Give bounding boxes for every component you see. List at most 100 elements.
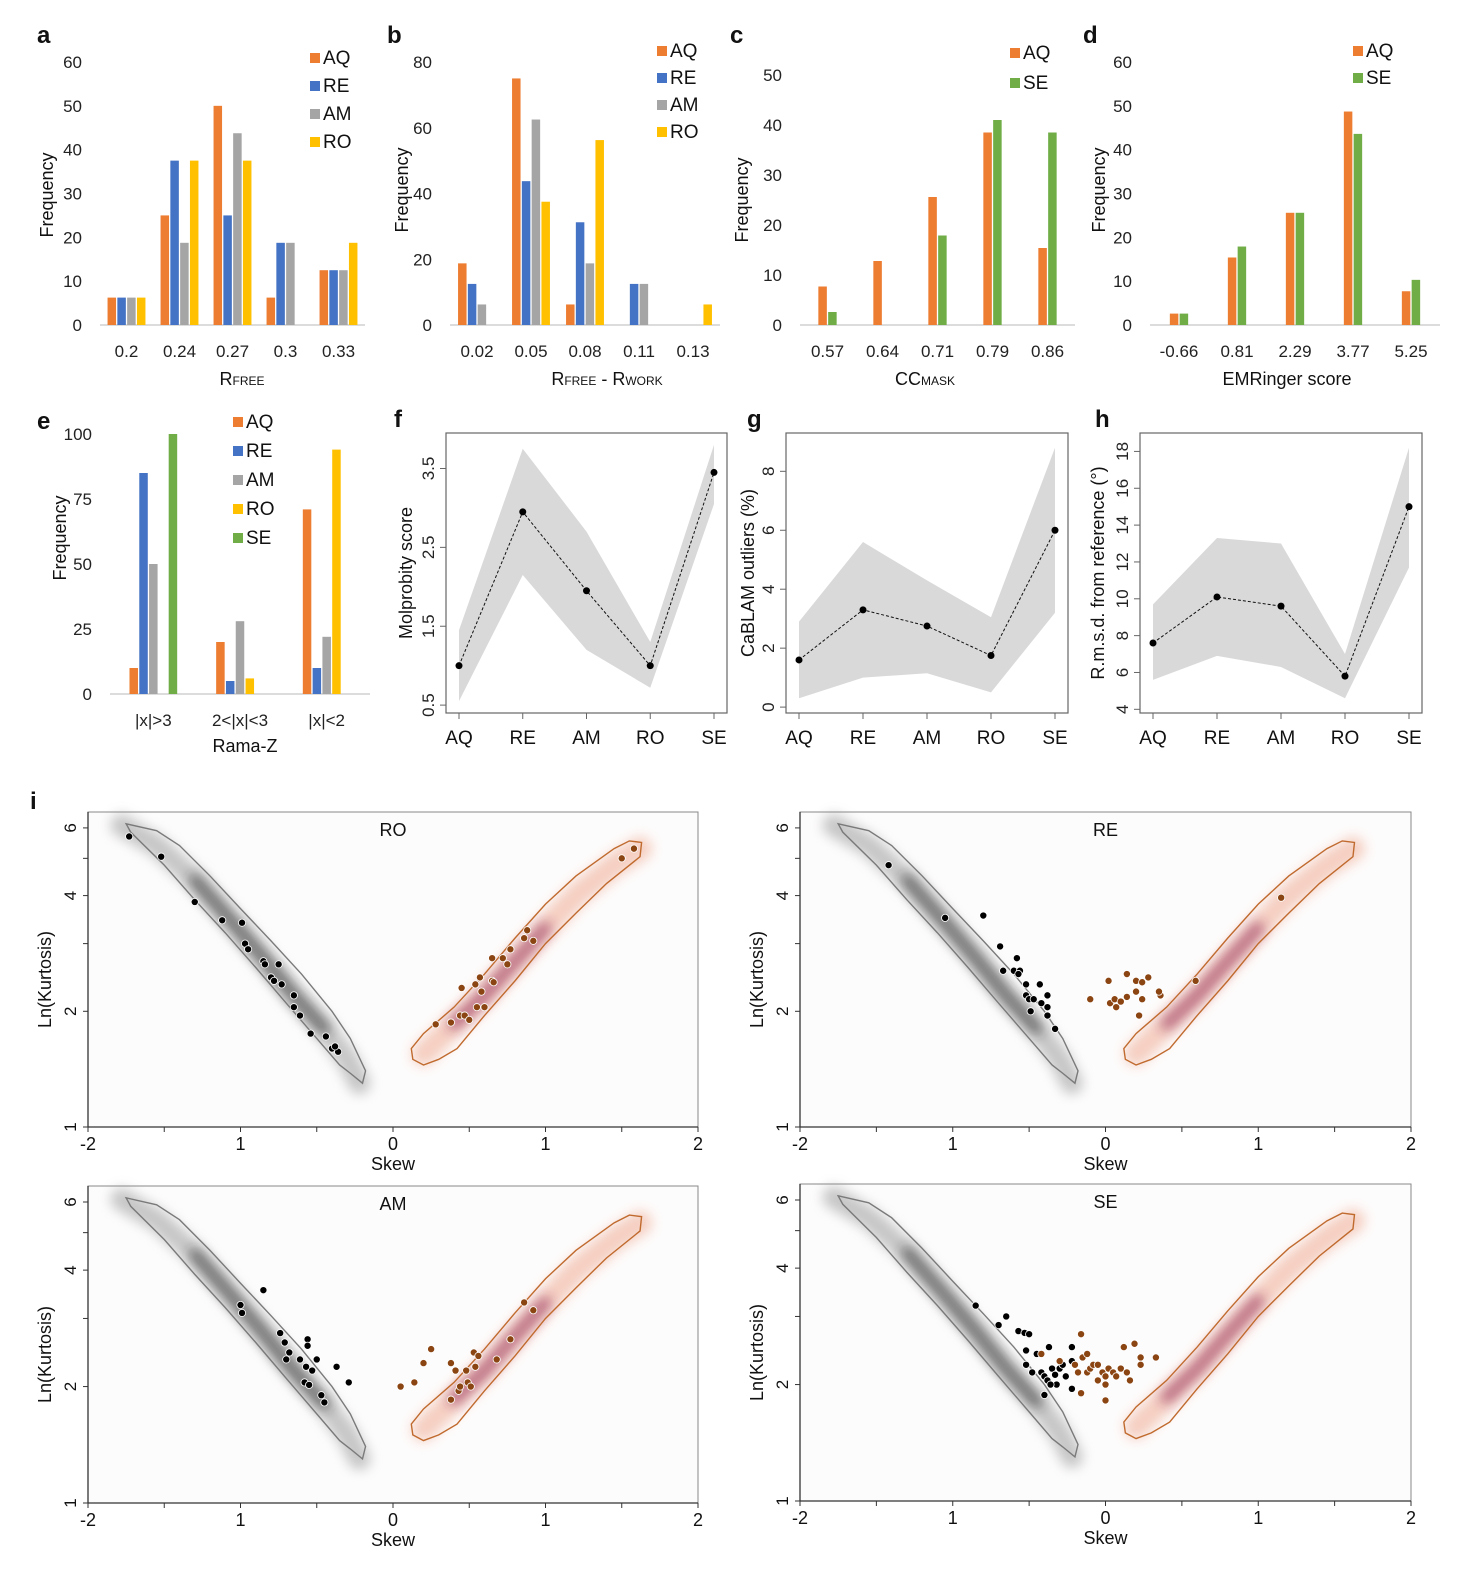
bar-se: [1237, 246, 1247, 325]
structure-point-positive: [462, 1366, 471, 1375]
y-tick-label: 75: [73, 490, 92, 509]
structure-point-positive: [1122, 992, 1131, 1001]
y-tick-label: 1.5: [419, 614, 438, 638]
bar-ro: [332, 449, 341, 694]
legend-swatch-se: [233, 533, 243, 543]
x-tick-label: 0: [1100, 1134, 1110, 1154]
structure-point-positive: [471, 980, 480, 989]
structure-point-negative: [280, 1338, 289, 1347]
density-core-positive-skew: [1160, 1294, 1265, 1404]
x-tick-label: 0: [388, 1510, 398, 1530]
structure-point-positive: [1277, 893, 1286, 902]
bar-re: [312, 668, 322, 694]
x-tick-label: -0.66: [1160, 342, 1199, 361]
legend-swatch-re: [310, 81, 320, 91]
x-tick-label: 0.11: [623, 342, 655, 361]
panel-h: h 4 6 8 10 12 14 16 18 AQ RE AM RO SE R.m.s.d. from r…: [1080, 400, 1458, 770]
bar-aq: [107, 297, 117, 325]
data-point-se: [710, 468, 718, 476]
structure-point-positive: [1055, 1357, 1064, 1366]
bar-aq: [213, 105, 223, 325]
panel-c: c 0 10 20 30 40 50 0.57 0.64 0.71 0.79 0.86 AQ SE Fre…: [725, 0, 1085, 400]
structure-point-negative: [295, 1011, 304, 1020]
y-tick-label: 6: [773, 1195, 792, 1204]
bar-se: [993, 120, 1002, 325]
structure-point-negative: [994, 1321, 1003, 1330]
bar-aq: [319, 270, 329, 325]
structure-point-positive: [457, 983, 466, 992]
x-tick-label: 0.86: [1031, 342, 1064, 361]
structure-point-positive: [1136, 1360, 1145, 1369]
x-tick-label: AM: [1267, 728, 1296, 749]
y-axis-label: Frequency: [37, 152, 57, 237]
mean-line: [1152, 506, 1410, 678]
contour-negative-skew: [836, 822, 1079, 1085]
structure-point-negative: [236, 1301, 245, 1310]
x-tick-label: 0.27: [216, 342, 249, 361]
structure-point-positive: [1122, 1368, 1131, 1377]
y-tick-label: 2: [773, 1007, 792, 1016]
structure-point-positive: [617, 854, 626, 863]
y-tick-label: 30: [1113, 185, 1132, 204]
structure-point-positive: [1116, 1364, 1125, 1373]
structure-point-positive: [446, 1395, 455, 1404]
structure-point-positive: [1136, 1353, 1145, 1362]
legend-label: AQ: [1366, 41, 1393, 62]
bar-aq: [928, 197, 937, 325]
structure-point-negative: [1061, 1372, 1070, 1381]
y-tick-label: 0: [773, 316, 782, 335]
x-tick-label: AM: [572, 728, 601, 749]
data-point-se: [1051, 526, 1059, 534]
panel-label-h: h: [1095, 406, 1110, 433]
structure-point-negative: [274, 960, 283, 969]
panel-title: SE: [1093, 1192, 1117, 1212]
structure-point-positive: [489, 978, 498, 987]
bar-am: [127, 297, 136, 325]
x-tick-label: 0: [1100, 1508, 1110, 1528]
bar-aq: [1227, 257, 1237, 325]
structure-point-negative: [941, 913, 950, 922]
legend-swatch-se: [1353, 73, 1363, 83]
x-tick-label: 1: [948, 1134, 958, 1154]
y-tick-label: 6: [61, 823, 80, 832]
structure-point-negative: [244, 945, 253, 954]
x-tick-label: 0.24: [163, 342, 196, 361]
panel-label-c: c: [730, 22, 744, 49]
legend-swatch-aq: [233, 417, 243, 427]
structure-point-positive: [1116, 997, 1125, 1006]
y-axis-label: Ln(Kurtosis): [35, 931, 55, 1028]
structure-point-negative: [1037, 999, 1046, 1008]
bar-re: [170, 160, 179, 325]
y-tick-label: 4: [773, 1263, 792, 1272]
legend-label: SE: [1366, 68, 1391, 89]
x-axis-label: Skew: [371, 1154, 416, 1174]
structure-point-positive: [1083, 1349, 1092, 1358]
bar-ro: [189, 160, 199, 325]
legend-swatch-am: [310, 109, 320, 119]
structure-point-positive: [1130, 1339, 1139, 1348]
bar-re: [117, 297, 126, 325]
structure-point-positive: [1112, 1372, 1121, 1381]
structure-point-positive: [1119, 1343, 1128, 1352]
y-axis-label: Frequency: [732, 157, 752, 242]
structure-point-positive: [523, 926, 532, 935]
data-point-ro: [1341, 672, 1349, 680]
x-tick-label: 1: [1253, 1134, 1263, 1154]
bar-am: [235, 621, 245, 694]
chart-b: 0 20 40 60 80 0.02 0.05 0.08 0.11 0.13 AQ RE AM RO Fre…: [392, 41, 720, 389]
structure-point-negative: [270, 976, 279, 985]
contour-positive-skew: [410, 840, 643, 1066]
structure-point-positive: [446, 1018, 455, 1027]
bar-ro: [348, 242, 358, 325]
bar-se: [1411, 279, 1421, 325]
legend-label: SE: [1023, 73, 1048, 94]
structure-point-positive: [446, 1359, 455, 1368]
legend-label: AM: [246, 470, 275, 491]
bar-am: [322, 636, 331, 694]
panel-i-ro: RO -2 1 0 1 2 Skew 1 2 4 6 Ln(Kurtosis): [0, 790, 729, 1180]
bar-aq: [1401, 291, 1411, 325]
bar-aq: [566, 304, 575, 325]
structure-point-positive: [488, 954, 497, 963]
structure-point-positive: [492, 1355, 501, 1364]
data-point-ro: [987, 652, 995, 660]
